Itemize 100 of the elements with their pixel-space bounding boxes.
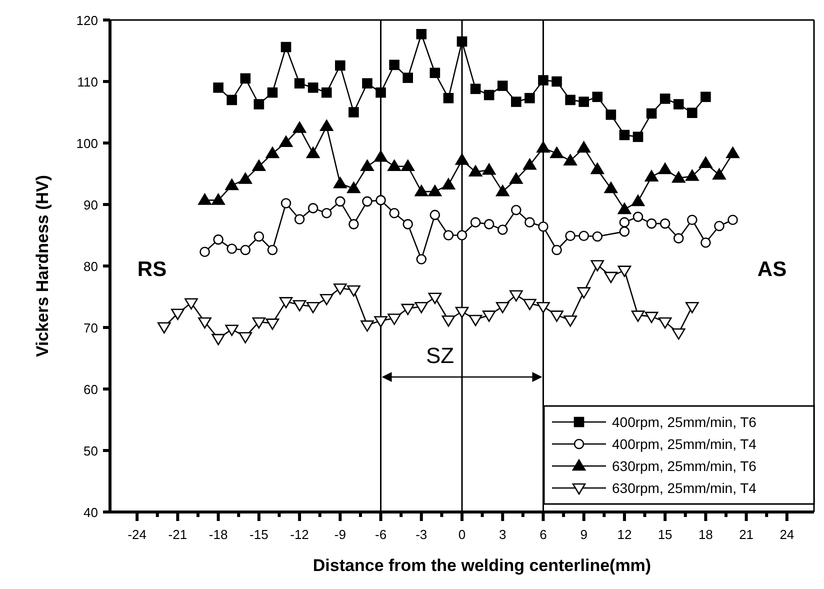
- x-tick-label: -21: [168, 527, 188, 542]
- point: [306, 146, 320, 158]
- point: [470, 84, 481, 94]
- point: [321, 208, 332, 218]
- point: [442, 178, 456, 190]
- point: [240, 73, 251, 84]
- x-tick-label: -18: [208, 527, 228, 542]
- point: [294, 214, 305, 224]
- annotation: RS: [137, 258, 167, 281]
- point: [523, 158, 536, 170]
- point: [536, 141, 550, 153]
- point: [726, 146, 740, 158]
- y-tick-label: 50: [84, 444, 98, 458]
- point: [631, 194, 645, 206]
- point: [213, 234, 224, 245]
- point: [687, 108, 698, 118]
- point: [360, 160, 374, 172]
- x-tick-label: -24: [128, 527, 146, 542]
- point: [660, 218, 670, 229]
- x-tick-label: -6: [374, 527, 387, 542]
- point: [320, 120, 334, 132]
- point: [360, 320, 374, 332]
- x-axis-title: Distance from the welding centerline(mm): [312, 556, 652, 575]
- point: [590, 162, 604, 174]
- x-tick-label: 0: [458, 527, 466, 542]
- point: [658, 317, 672, 329]
- point: [294, 78, 305, 88]
- x-tick-label: -3: [416, 527, 428, 542]
- point: [347, 285, 360, 297]
- point: [712, 168, 726, 180]
- point: [308, 203, 318, 214]
- point: [414, 302, 428, 314]
- point: [468, 314, 482, 326]
- point: [388, 160, 401, 172]
- point: [225, 178, 238, 190]
- point: [631, 310, 645, 322]
- point: [700, 237, 711, 248]
- point: [376, 195, 386, 206]
- point: [254, 231, 264, 242]
- x-tick-label: 6: [540, 527, 547, 542]
- point: [484, 90, 494, 100]
- point: [536, 302, 550, 314]
- point: [252, 317, 266, 329]
- point: [496, 184, 510, 196]
- point: [348, 107, 359, 118]
- point: [550, 146, 564, 158]
- point: [280, 198, 292, 208]
- point: [388, 314, 401, 325]
- y-axis-title: Vickers Hardness (HV): [33, 174, 52, 358]
- point: [578, 230, 589, 242]
- point: [226, 244, 237, 254]
- point: [280, 42, 292, 52]
- y-tick-label: 80: [84, 259, 98, 274]
- point: [376, 87, 386, 98]
- point: [604, 182, 618, 194]
- x-tick-label: -9: [334, 527, 346, 542]
- point: [442, 315, 456, 327]
- point: [644, 312, 658, 324]
- point: [618, 202, 632, 214]
- x-tick-label: 15: [658, 527, 672, 542]
- x-tick-label: -12: [290, 527, 309, 542]
- point: [604, 272, 618, 284]
- point: [578, 96, 589, 107]
- point: [416, 28, 427, 40]
- y-tick-label: 120: [76, 13, 98, 28]
- point: [292, 300, 306, 312]
- point: [416, 254, 427, 264]
- point: [510, 290, 523, 302]
- point: [699, 156, 712, 168]
- point: [565, 94, 576, 106]
- point: [700, 92, 711, 102]
- y-tick-label: 100: [76, 136, 98, 151]
- point: [468, 165, 482, 177]
- point: [334, 283, 347, 295]
- point: [686, 170, 699, 181]
- point: [292, 122, 306, 133]
- point: [335, 60, 346, 71]
- point: [401, 160, 414, 172]
- point: [577, 141, 590, 153]
- point: [240, 244, 251, 256]
- point: [158, 322, 171, 334]
- annotation: SZ: [426, 343, 454, 368]
- point: [308, 82, 318, 93]
- point: [171, 308, 184, 320]
- point: [524, 217, 535, 228]
- legend-label: 400rpm, 25mm/min, T4: [612, 436, 757, 452]
- point: [428, 292, 442, 304]
- point: [401, 304, 414, 316]
- point: [577, 287, 590, 298]
- point: [672, 171, 686, 183]
- legend-label: 400rpm, 25mm/min, T6: [612, 414, 757, 430]
- point: [456, 230, 468, 240]
- point: [200, 246, 210, 258]
- point: [673, 233, 684, 244]
- point: [564, 154, 577, 166]
- point: [213, 82, 224, 93]
- point: [266, 318, 280, 330]
- point: [389, 208, 400, 218]
- point: [686, 302, 699, 314]
- point: [646, 218, 657, 229]
